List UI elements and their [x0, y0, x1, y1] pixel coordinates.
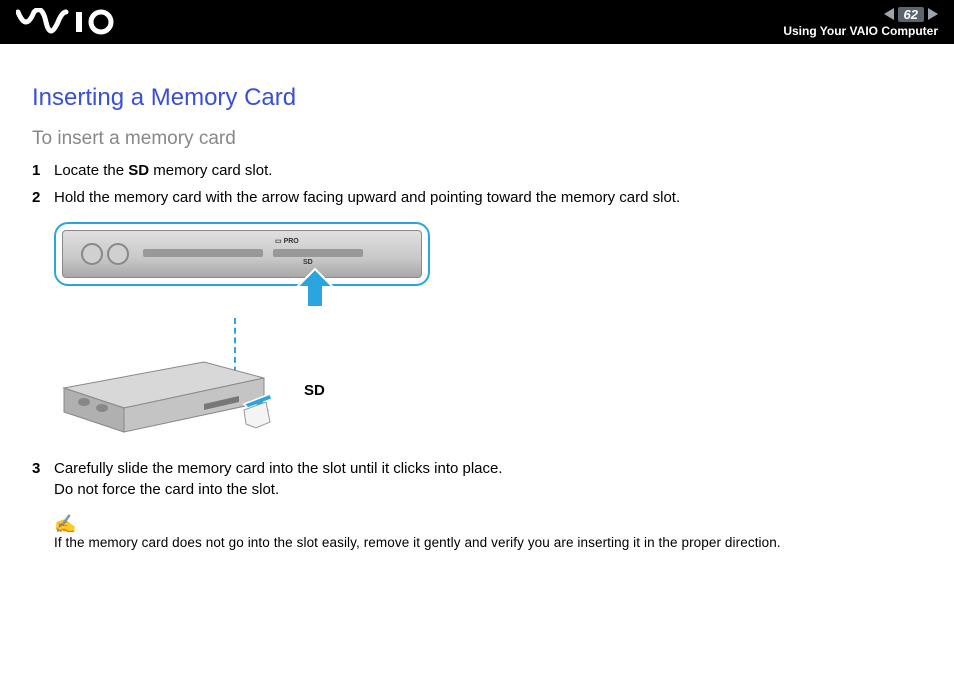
section-title: Inserting a Memory Card	[32, 84, 924, 112]
step-num: 2	[32, 187, 54, 208]
steps-list-cont: 3 Carefully slide the memory card into t…	[32, 458, 924, 500]
step-text: Locate the SD memory card slot.	[54, 160, 924, 181]
slot-1-icon	[143, 249, 263, 257]
step-text: Carefully slide the memory card into the…	[54, 458, 924, 500]
page-nav: 62	[783, 7, 938, 22]
device-front-illustration: ▭ PRO SD	[62, 230, 422, 278]
step-num: 1	[32, 160, 54, 181]
header-subtitle: Using Your VAIO Computer	[783, 24, 938, 38]
header-right: 62 Using Your VAIO Computer	[783, 7, 938, 38]
slot-sd-label: SD	[303, 259, 313, 266]
step-1: 1 Locate the SD memory card slot.	[32, 160, 924, 181]
page-content: Inserting a Memory Card To insert a memo…	[0, 44, 954, 570]
steps-list: 1 Locate the SD memory card slot. 2 Hold…	[32, 160, 924, 208]
page-number: 62	[898, 7, 924, 22]
header-bar: 62 Using Your VAIO Computer	[0, 0, 954, 44]
note-icon: ✍	[54, 514, 924, 535]
step-num: 3	[32, 458, 54, 500]
slot-pro-label: ▭ PRO	[275, 237, 299, 245]
nav-next-icon[interactable]	[928, 8, 938, 20]
note-text: If the memory card does not go into the …	[54, 535, 924, 550]
note-block: ✍ If the memory card does not go into th…	[32, 514, 924, 550]
sd-card-label: SD	[304, 382, 325, 399]
step-3: 3 Carefully slide the memory card into t…	[32, 458, 924, 500]
step-text: Hold the memory card with the arrow faci…	[54, 187, 924, 208]
diagram-area: ▭ PRO SD SD	[54, 222, 444, 444]
slot-2-icon	[273, 249, 363, 257]
nav-prev-icon[interactable]	[884, 8, 894, 20]
diagram-frame: ▭ PRO SD	[54, 222, 430, 286]
vaio-logo	[16, 8, 126, 36]
step-2: 2 Hold the memory card with the arrow fa…	[32, 187, 924, 208]
insert-arrow-up-icon	[293, 267, 337, 311]
laptop-iso-illustration	[54, 358, 274, 444]
section-subtitle: To insert a memory card	[32, 128, 924, 150]
